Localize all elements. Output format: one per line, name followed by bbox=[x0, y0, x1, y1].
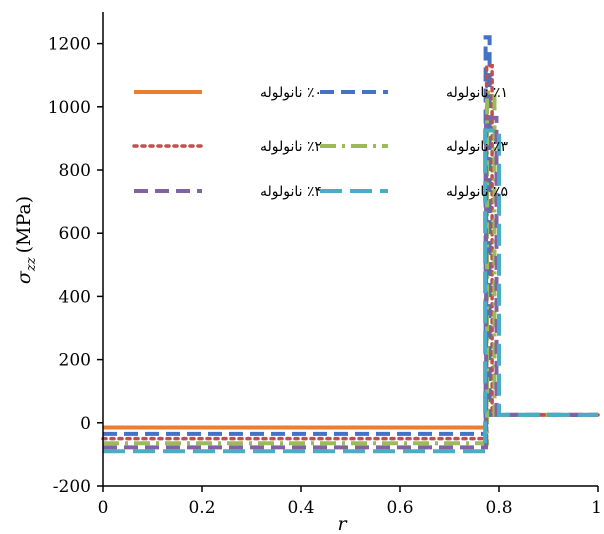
plot-area bbox=[101, 35, 600, 454]
y-axis-label-subscript: zz bbox=[24, 257, 39, 272]
y-tick-label: 400 bbox=[59, 287, 91, 307]
y-tick-label: 800 bbox=[59, 161, 91, 181]
y-axis-label-unit: (MPa) bbox=[13, 196, 35, 254]
axes: -200 0 200 400 600 800 1000 1200 0 0.2 0.4 0.6 0.8 1 bbox=[48, 12, 602, 518]
y-tick-label: 1200 bbox=[48, 35, 91, 55]
series-line-1 bbox=[103, 35, 598, 436]
axis-labels: r σzz (MPa) bbox=[13, 196, 348, 534]
y-tick-label: 200 bbox=[59, 351, 91, 371]
y-tick-label: 1000 bbox=[48, 98, 91, 118]
legend: ٪۰ نانولوله ٪۱ نانولوله ٪۲ نانولوله ٪۳ نانو… bbox=[132, 85, 509, 200]
x-axis-label: r bbox=[337, 513, 348, 534]
x-tick-label: 0 bbox=[98, 498, 109, 518]
x-tick-label: 1 bbox=[591, 498, 602, 518]
legend-label-3: ٪۳ نانولوله bbox=[446, 139, 509, 155]
x-tick-label: 0.2 bbox=[188, 498, 215, 518]
legend-label-4: ٪۴ نانولوله bbox=[260, 184, 322, 200]
y-tick-label: 0 bbox=[80, 414, 91, 434]
legend-label-0: ٪۰ نانولوله bbox=[260, 85, 322, 101]
y-axis-label: σzz (MPa) bbox=[13, 196, 39, 284]
legend-label-5: ٪۵ نانولوله bbox=[446, 184, 508, 200]
legend-label-2: ٪۲ نانولوله bbox=[260, 139, 322, 155]
legend-label-1: ٪۱ نانولوله bbox=[446, 85, 508, 101]
series-line-4 bbox=[103, 115, 598, 450]
x-tick-label: 0.6 bbox=[386, 498, 413, 518]
x-tick-label: 0.8 bbox=[485, 498, 512, 518]
series-line-3 bbox=[103, 90, 598, 446]
series-line-2 bbox=[101, 63, 600, 441]
series-line-5 bbox=[103, 128, 598, 454]
y-tick-label: -200 bbox=[53, 477, 91, 497]
x-tick-label: 0.4 bbox=[287, 498, 314, 518]
y-tick-label: 600 bbox=[59, 224, 91, 244]
y-axis-label-symbol: σ bbox=[13, 270, 35, 284]
